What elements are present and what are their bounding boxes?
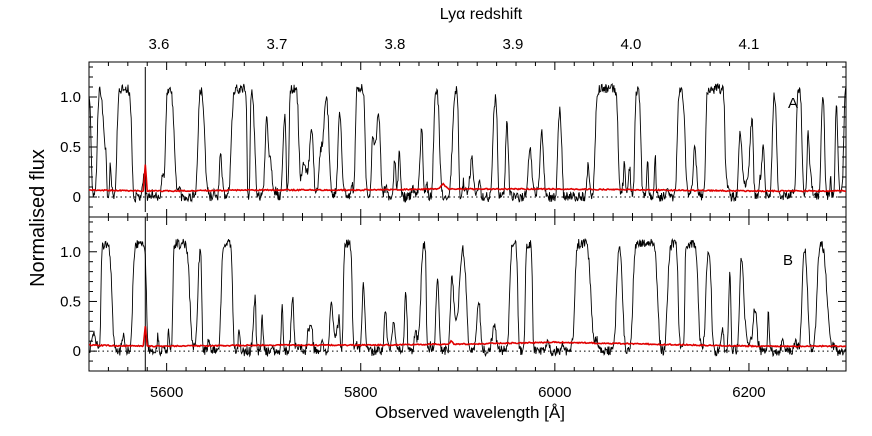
redshift-tick-label: 4.0 <box>620 36 641 53</box>
x-axis-title: Observed wavelength [Å] <box>375 403 565 422</box>
redshift-tick-label: 4.1 <box>738 36 759 53</box>
y-tick-label: 1.0 <box>60 244 81 261</box>
error-line <box>89 326 846 348</box>
redshift-tick-label: 3.9 <box>502 36 523 53</box>
redshift-tick-label: 3.6 <box>149 36 170 53</box>
panel-b-frame <box>88 216 847 372</box>
panel-a-series <box>89 67 846 212</box>
y-tick-label: 0.5 <box>60 293 81 310</box>
redshift-tick-label: 3.8 <box>384 36 405 53</box>
x-tick-label: 6000 <box>538 384 571 401</box>
y-tick-label: 0 <box>73 343 81 360</box>
panel-a-label: A <box>788 95 798 112</box>
panel-b-label: B <box>783 252 793 269</box>
y-axis-title: Normalised flux <box>27 149 49 287</box>
panel-a-ticks: 0 0.5 1.0 <box>60 62 847 217</box>
flux-line <box>89 82 846 203</box>
axis-tick-labels: 5600 5800 6000 6200 3.6 3.7 3.8 3.9 4.0 4.1 <box>149 36 766 401</box>
error-line <box>89 164 846 193</box>
flux-line <box>89 238 846 358</box>
panel-b-series <box>89 217 846 371</box>
y-tick-label: 1.0 <box>60 89 81 106</box>
redshift-tick-label: 3.7 <box>267 36 288 53</box>
x-tick-label: 6200 <box>732 384 765 401</box>
panel-b-ticks: 0 0.5 1.0 <box>60 217 847 371</box>
panel-b: 0 0.5 1.0 B <box>60 216 847 372</box>
panel-a: 0 0.5 1.0 A <box>60 61 847 218</box>
top-axis-title: Lyα redshift <box>440 6 523 23</box>
y-tick-label: 0.5 <box>60 139 81 156</box>
x-tick-label: 5800 <box>344 384 377 401</box>
y-tick-label: 0 <box>73 189 81 206</box>
x-tick-label: 5600 <box>150 384 183 401</box>
